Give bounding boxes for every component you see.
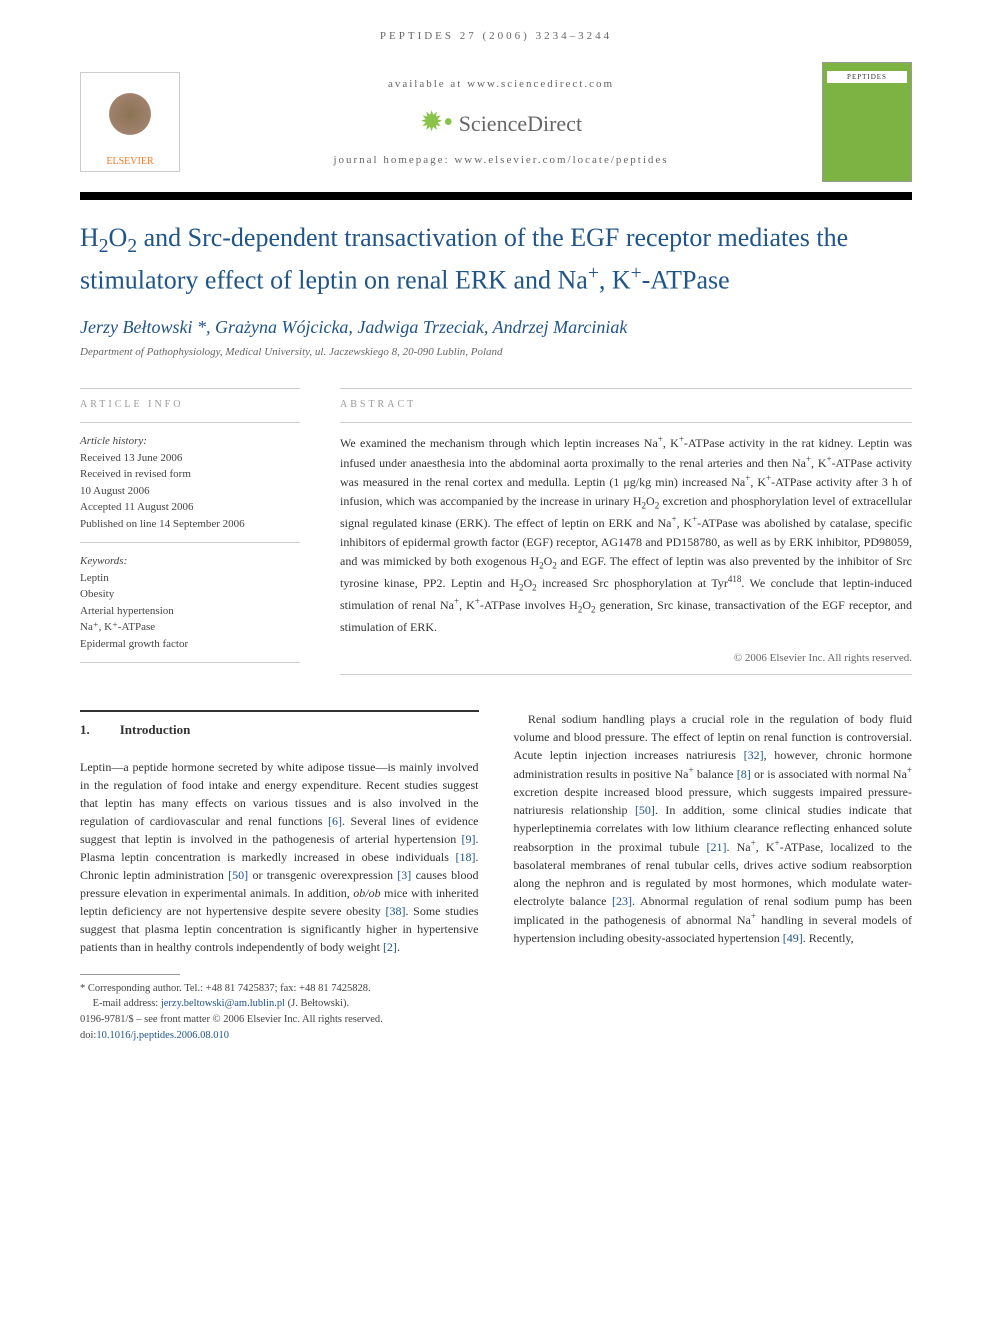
corresponding-author: * Corresponding author. Tel.: +48 81 742… — [80, 981, 420, 997]
front-matter: 0196-9781/$ – see front matter © 2006 El… — [80, 1012, 420, 1028]
history-line: 10 August 2006 — [80, 483, 300, 500]
article-history-block: Article history: Received 13 June 2006 R… — [80, 422, 300, 542]
email-line: E-mail address: jerzy.beltowski@am.lubli… — [80, 996, 420, 1012]
abstract-column: ABSTRACT We examined the mechanism throu… — [340, 388, 912, 675]
sciencedirect-flower-icon: ✹• — [420, 107, 453, 138]
keyword: Na⁺, K⁺-ATPase — [80, 619, 300, 636]
history-line: Received in revised form — [80, 466, 300, 483]
journal-cover: PEPTIDES — [822, 62, 912, 182]
keyword: Leptin — [80, 570, 300, 587]
sciencedirect-text: ScienceDirect — [459, 111, 582, 136]
divider-bar — [80, 192, 912, 200]
elsevier-logo: ELSEVIER — [80, 72, 180, 172]
publisher-banner: ELSEVIER available at www.sciencedirect.… — [0, 52, 992, 192]
body-columns: 1. Introduction Leptin—a peptide hormone… — [0, 685, 992, 966]
abstract-label: ABSTRACT — [340, 388, 912, 422]
article-info-label: ARTICLE INFO — [80, 388, 300, 422]
citation-text: PEPTIDES 27 (2006) 3234–3244 — [380, 30, 612, 42]
history-line: Accepted 11 August 2006 — [80, 499, 300, 516]
journal-cover-title: PEPTIDES — [827, 71, 907, 83]
meta-abstract-row: ARTICLE INFO Article history: Received 1… — [0, 378, 992, 685]
elsevier-tree-icon — [100, 86, 160, 156]
history-line: Published on line 14 September 2006 — [80, 516, 300, 533]
body-paragraph: Renal sodium handling plays a crucial ro… — [514, 710, 913, 947]
available-at-text: available at www.sciencedirect.com — [180, 78, 822, 90]
keyword: Epidermal growth factor — [80, 636, 300, 653]
running-header: PEPTIDES 27 (2006) 3234–3244 — [0, 0, 992, 52]
section-title: Introduction — [120, 720, 191, 740]
section-number: 1. — [80, 720, 90, 740]
author-list: Jerzy Bełtowski *, Grażyna Wójcicka, Jad… — [0, 307, 992, 346]
elsevier-text: ELSEVIER — [106, 156, 153, 167]
keyword: Arterial hypertension — [80, 603, 300, 620]
article-title: H2O2 and Src-dependent transactivation o… — [0, 200, 992, 307]
body-column-right: Renal sodium handling plays a crucial ro… — [514, 710, 913, 956]
sciencedirect-logo: ✹• ScienceDirect — [180, 105, 822, 139]
footer-rule — [80, 974, 180, 975]
history-line: Received 13 June 2006 — [80, 450, 300, 467]
journal-homepage-text: journal homepage: www.elsevier.com/locat… — [180, 154, 822, 166]
keyword: Obesity — [80, 586, 300, 603]
keywords-label: Keywords: — [80, 553, 300, 570]
doi-link[interactable]: 10.1016/j.peptides.2006.08.010 — [96, 1030, 229, 1041]
abstract-rule — [340, 674, 912, 675]
body-paragraph: Leptin—a peptide hormone secreted by whi… — [80, 758, 479, 956]
banner-center: available at www.sciencedirect.com ✹• Sc… — [180, 78, 822, 166]
footer: * Corresponding author. Tel.: +48 81 742… — [0, 966, 500, 1074]
body-column-left: 1. Introduction Leptin—a peptide hormone… — [80, 710, 479, 956]
doi-line: doi:10.1016/j.peptides.2006.08.010 — [80, 1028, 420, 1044]
section-heading: 1. Introduction — [80, 710, 479, 752]
copyright-text: © 2006 Elsevier Inc. All rights reserved… — [340, 646, 912, 664]
article-info-column: ARTICLE INFO Article history: Received 1… — [80, 388, 300, 675]
abstract-text: We examined the mechanism through which … — [340, 422, 912, 646]
history-label: Article history: — [80, 433, 300, 450]
affiliation: Department of Pathophysiology, Medical U… — [0, 346, 992, 378]
email-link[interactable]: jerzy.beltowski@am.lublin.pl — [161, 998, 285, 1009]
keywords-block: Keywords: Leptin Obesity Arterial hypert… — [80, 542, 300, 663]
